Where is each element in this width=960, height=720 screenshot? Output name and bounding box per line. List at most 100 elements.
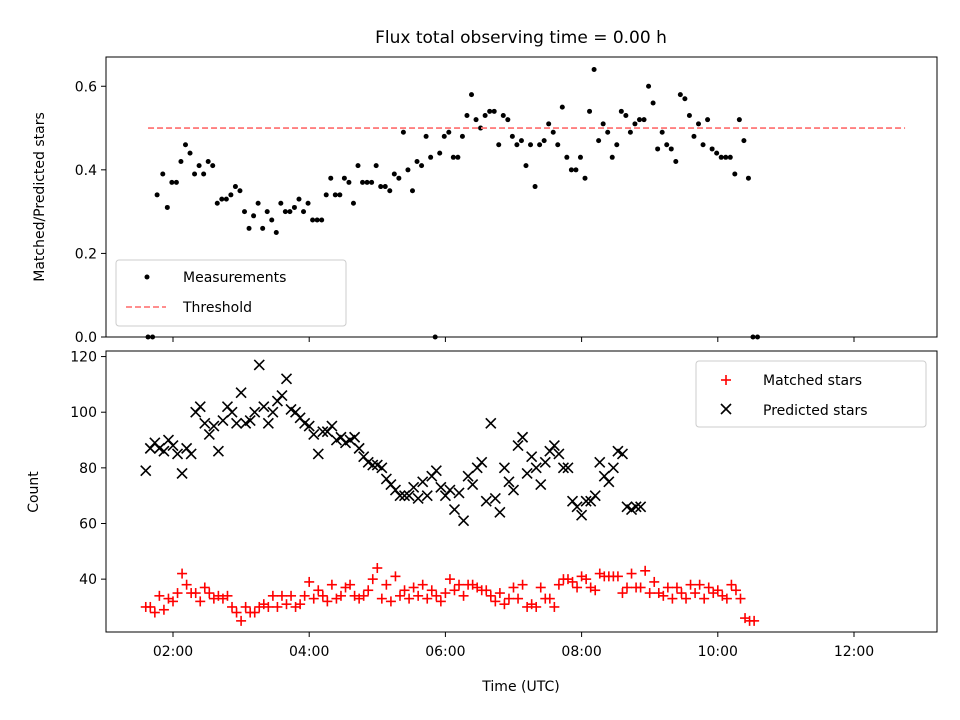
measurements-point [396,175,402,181]
matched-stars-point [381,579,392,590]
predicted-stars-point [308,428,320,441]
measurements-point [210,163,216,169]
matched-stars-point [195,596,206,607]
measurements-point [332,192,338,198]
predicted-stars-point [276,389,288,402]
measurements-point [736,117,742,123]
predicted-stars-point [603,476,615,488]
predicted-stars-point [498,462,510,474]
measurements-point [696,121,702,127]
measurements-point [441,133,447,139]
bottom-panel: 40 60 80 100 120 02:00 04:00 06:00 08:00 10:00 12… [26,350,938,660]
measurements-point [541,138,547,144]
measurements-point [478,125,484,131]
measurements-point [755,334,761,340]
measurements-point [618,108,624,114]
measurements-point [600,121,606,127]
top-y-ticks: 0.0 0.2 0.4 0.6 [75,79,106,346]
matched-stars-point [640,565,651,576]
measurements-point [636,117,642,123]
measurements-point [500,113,506,119]
predicted-stars-point [430,465,442,477]
measurements-point [255,200,261,206]
x-tick-label-4: 10:00 [698,644,738,660]
measurements-point [296,196,302,202]
measurements-point [446,129,452,135]
matched-stars-point [626,568,637,579]
matched-stars-point [712,585,723,596]
measurements-point [568,167,574,173]
predicted-stars-point [562,462,574,474]
measurements-point [178,158,184,164]
matched-stars-point [399,585,410,596]
measurements-point [328,175,334,181]
matched-stars-point [145,601,156,612]
matched-stars-point [644,588,655,599]
predicted-stars-point [448,504,461,516]
matched-stars-point [422,593,433,604]
matched-stars-point [485,590,496,601]
bottom-legend-box [695,360,927,428]
matched-stars-point [308,593,319,604]
measurements-point [196,163,202,169]
predicted-stars-point [526,451,538,463]
predicted-stars-point [208,420,220,432]
measurements-point [273,230,279,236]
predicted-stars-point [176,467,188,479]
matched-stars-point [458,590,469,601]
measurements-point [164,204,170,210]
measurements-point [727,154,733,160]
matched-stars-point [413,590,424,601]
measurements-point [505,117,511,123]
predicted-stars-point [457,515,470,527]
bottom-x-ticks: 02:00 04:00 06:00 08:00 10:00 12:00 [153,632,874,660]
measurements-point [587,108,593,114]
matched-stars-point [372,563,383,574]
predicted-stars-point [535,478,547,491]
matched-stars-point [335,590,346,601]
measurements-point [464,113,470,119]
predicted-stars-point [503,476,515,488]
predicted-stars-point [521,467,533,479]
measurements-point [405,167,411,173]
measurements-point [364,179,370,185]
matched-stars-point [376,593,387,604]
measurements-point [469,92,475,98]
top-y-tick-label-1: 0.2 [75,246,97,262]
measurements-point [573,167,579,173]
matched-stars-point [363,585,374,596]
bot-y-tick-label-1: 60 [79,516,97,532]
matched-stars-point [617,588,628,599]
x-axis-label: Time (UTC) [481,679,559,695]
matched-stars-point [635,582,646,593]
matched-stars-point [181,579,192,590]
measurements-point [614,142,620,148]
matched-stars-point [231,607,242,618]
measurements-point [723,154,729,160]
predicted-stars-point [517,431,529,443]
top-panel: 0.0 0.2 0.4 0.6 Matched/Predicted stars Mea… [32,56,938,346]
measurements-point [641,117,647,123]
measurements-point [432,334,438,340]
matched-stars-point [658,590,669,601]
measurements-point [596,138,602,144]
predicted-stars-point [226,406,238,418]
matched-stars-point [404,593,415,604]
measurements-point [346,179,352,185]
matched-stars-point [190,588,201,599]
predicted-stars-point [203,428,215,441]
measurements-point [559,104,565,110]
legend-label-threshold: Threshold [182,300,252,316]
matched-stars-point [671,582,682,593]
measurements-point [369,179,375,185]
predicted-stars-point [589,490,601,502]
matched-stars-point [367,574,378,585]
predicted-stars-point [303,420,315,432]
matched-stars-point [749,615,760,626]
matched-stars-point [317,590,328,601]
measurements-point [373,163,379,169]
x-tick-label-0: 02:00 [153,644,193,660]
predicted-stars-point [485,417,497,429]
measurements-point [482,113,488,119]
